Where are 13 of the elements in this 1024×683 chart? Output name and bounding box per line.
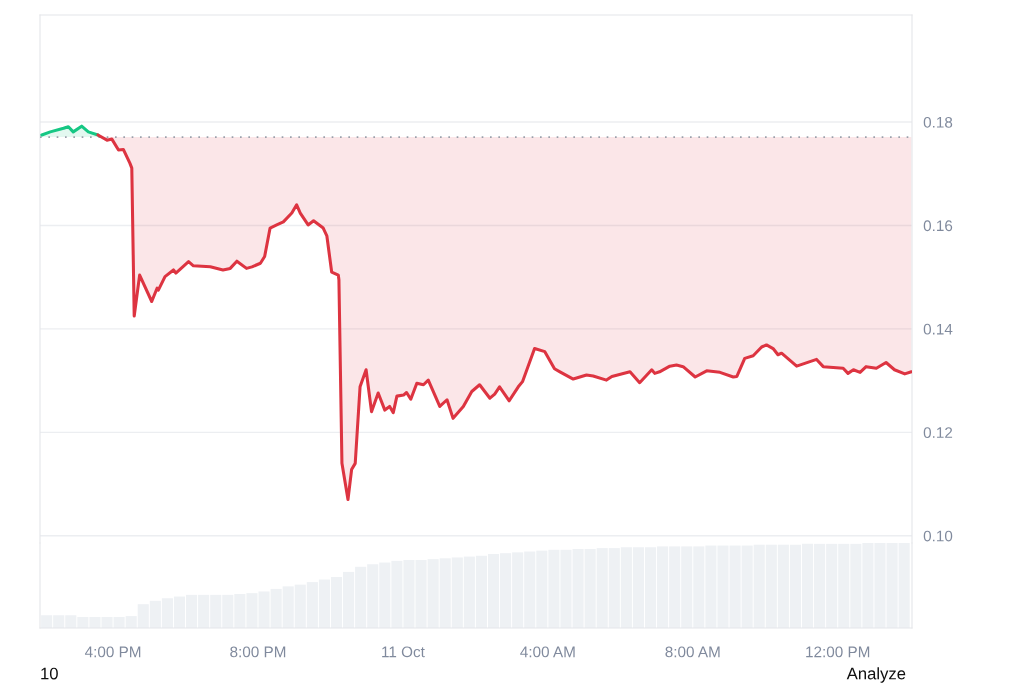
x-tick-label: 4:00 AM	[520, 646, 575, 658]
text: 10	[41, 667, 58, 680]
y-tick-label: 0.10	[923, 530, 953, 542]
text: Analyze	[846, 667, 906, 683]
y-tick-label: 0.16	[923, 220, 953, 232]
x-tick-label: 11 Oct	[382, 646, 425, 658]
y-tick-label: 0.14	[923, 323, 953, 335]
x-tick-label: 4:00 PM	[84, 646, 141, 658]
y-tick-label: 0.12	[923, 427, 953, 439]
x-tick-label: 12:00 PM	[806, 646, 870, 658]
x-tick-label: 8:00 AM	[665, 646, 720, 658]
x-tick-label: 8:00 PM	[230, 646, 286, 658]
y-tick-label: 0.18	[923, 116, 953, 128]
